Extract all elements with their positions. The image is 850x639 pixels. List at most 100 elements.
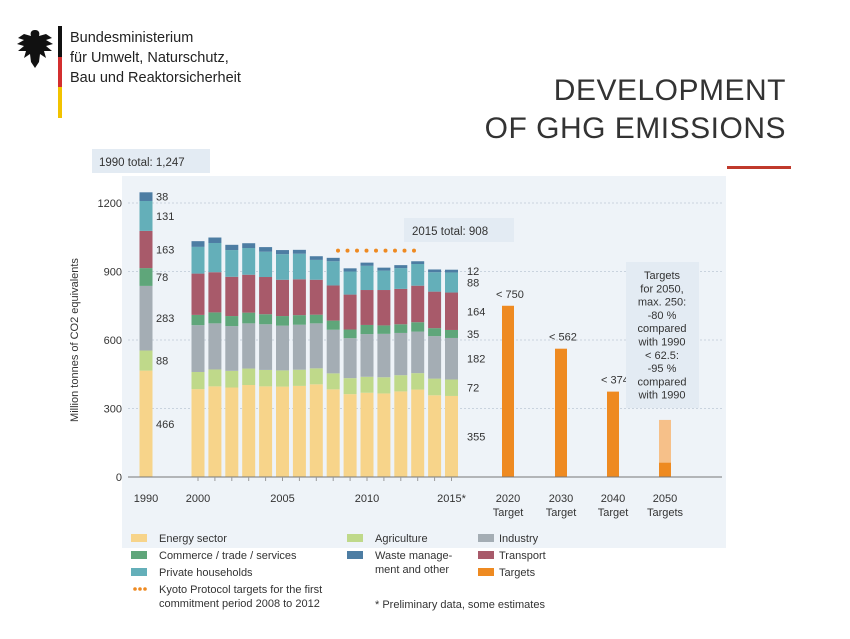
title-line-1: DEVELOPMENT	[553, 74, 786, 107]
footnote: * Preliminary data, some estimates	[375, 599, 545, 611]
ministry-line-2: für Umwelt, Naturschutz,	[70, 50, 229, 66]
x-tick-target-word: Targets	[647, 507, 684, 519]
bar-2010-waste	[360, 262, 374, 266]
x-tick-2005: 2005	[270, 493, 294, 505]
bar-2012-commerce	[394, 324, 408, 333]
bar-2005-waste	[276, 250, 289, 255]
value-label-agriculture: 72	[467, 383, 479, 395]
x-axis: 1990 2000 2005 2010 2015* 2020 Target 2030 Targe…	[128, 476, 722, 519]
y-tick-1200: 1200	[98, 198, 122, 210]
bar-2015-agriculture	[445, 379, 458, 396]
bar-2009-waste	[343, 268, 357, 272]
bar-2009-transport	[343, 294, 357, 330]
bar-2000-waste	[191, 241, 205, 247]
bar-2005-households	[276, 254, 289, 280]
legend-swatch-households	[131, 568, 147, 576]
bar-1990-industry	[139, 285, 153, 351]
bar-2004-commerce	[259, 314, 273, 325]
kyoto-dot	[336, 248, 340, 253]
bar-2009-industry	[343, 338, 357, 379]
legend: Energy sector Commerce / trade / service…	[131, 533, 546, 611]
bar-2013-households	[411, 263, 425, 286]
target-label-1: < 562	[549, 332, 577, 344]
bar-2014-waste	[428, 269, 442, 273]
bar-2012-households	[394, 268, 408, 289]
bar-1990-households	[139, 200, 153, 231]
x-tick-target-word: Target	[598, 507, 629, 519]
target-bar-2050-min	[659, 462, 671, 477]
title-line-2: OF GHG EMISSIONS	[484, 112, 786, 145]
targets-2050-text: -95 %	[648, 363, 677, 375]
bar-2008-transport	[326, 285, 340, 321]
bar-2005-agriculture	[276, 370, 289, 387]
y-axis: 0 300 600 900 1200	[98, 198, 122, 484]
value-label-commerce: 35	[467, 329, 479, 341]
target-bar-0	[502, 305, 514, 477]
x-tick-target-word: Target	[546, 507, 577, 519]
bar-2001-commerce	[208, 312, 222, 324]
bar-2001-households	[208, 242, 222, 273]
bar-2003-commerce	[242, 312, 256, 324]
targets-2050-text: -80 %	[648, 310, 677, 322]
x-tick-target-year: 2040	[601, 493, 625, 505]
bar-2007-commerce	[309, 314, 323, 324]
bar-2003-energy	[242, 384, 256, 477]
legend-transport: Transport	[499, 550, 546, 562]
bar-2009-energy	[343, 394, 357, 477]
bar-2010-agriculture	[360, 376, 374, 393]
x-tick-2015*: 2015*	[437, 493, 466, 505]
bar-2006-commerce	[292, 315, 306, 325]
bar-2005-transport	[276, 279, 289, 317]
bar-2015-households	[445, 272, 458, 293]
bar-1990-waste	[139, 192, 153, 201]
legend-energy: Energy sector	[159, 533, 227, 545]
value-label-households: 88	[467, 277, 479, 289]
bar-2002-agriculture	[225, 370, 239, 388]
flag-stripe	[58, 26, 62, 118]
x-tick-target-word: Target	[493, 507, 524, 519]
legend-waste-line2: ment and other	[375, 564, 449, 576]
bar-2003-households	[242, 248, 256, 275]
x-tick-target-year: 2030	[549, 493, 573, 505]
value-label-households: 131	[156, 211, 174, 223]
bar-2015-commerce	[445, 329, 458, 338]
legend-targets: Targets	[499, 567, 536, 579]
bar-2014-households	[428, 272, 442, 292]
kyoto-dot	[393, 248, 397, 253]
y-axis-label: Million tonnes of CO2 equivalents	[69, 258, 81, 422]
legend-households: Private households	[159, 567, 253, 579]
bar-2000-agriculture	[191, 371, 205, 390]
bar-2011-industry	[377, 333, 391, 378]
bar-2002-households	[225, 250, 239, 277]
targets-2050-text: max. 250:	[638, 297, 686, 309]
bar-2014-commerce	[428, 328, 442, 337]
bar-2011-commerce	[377, 325, 391, 334]
target-bar-2	[607, 391, 619, 477]
bar-2008-households	[326, 261, 340, 286]
bar-2014-industry	[428, 336, 442, 379]
legend-waste-line1: Waste manage-	[375, 550, 453, 562]
bar-2004-industry	[259, 324, 273, 370]
kyoto-dot	[412, 248, 416, 253]
bar-2006-industry	[292, 324, 306, 370]
bar-1990-commerce	[139, 268, 153, 286]
bar-2001-industry	[208, 323, 222, 370]
target-label-0: < 750	[496, 289, 524, 301]
grid-lines	[128, 202, 722, 410]
bar-2008-commerce	[326, 320, 340, 330]
bar-2000-commerce	[191, 314, 205, 326]
bar-2014-agriculture	[428, 378, 442, 396]
legend-swatch-commerce	[131, 551, 147, 559]
total-1990-label: 1990 total: 1,247	[99, 157, 185, 169]
kyoto-markers	[336, 248, 416, 253]
bar-2001-waste	[208, 237, 222, 243]
kyoto-dot	[345, 248, 350, 253]
bar-2006-energy	[292, 385, 306, 477]
value-label-energy: 466	[156, 419, 174, 431]
bar-2008-industry	[326, 329, 340, 374]
bar-2007-industry	[309, 323, 323, 369]
y-tick-600: 600	[104, 335, 122, 347]
bar-2007-households	[309, 259, 323, 280]
bar-1990-energy	[139, 370, 153, 477]
